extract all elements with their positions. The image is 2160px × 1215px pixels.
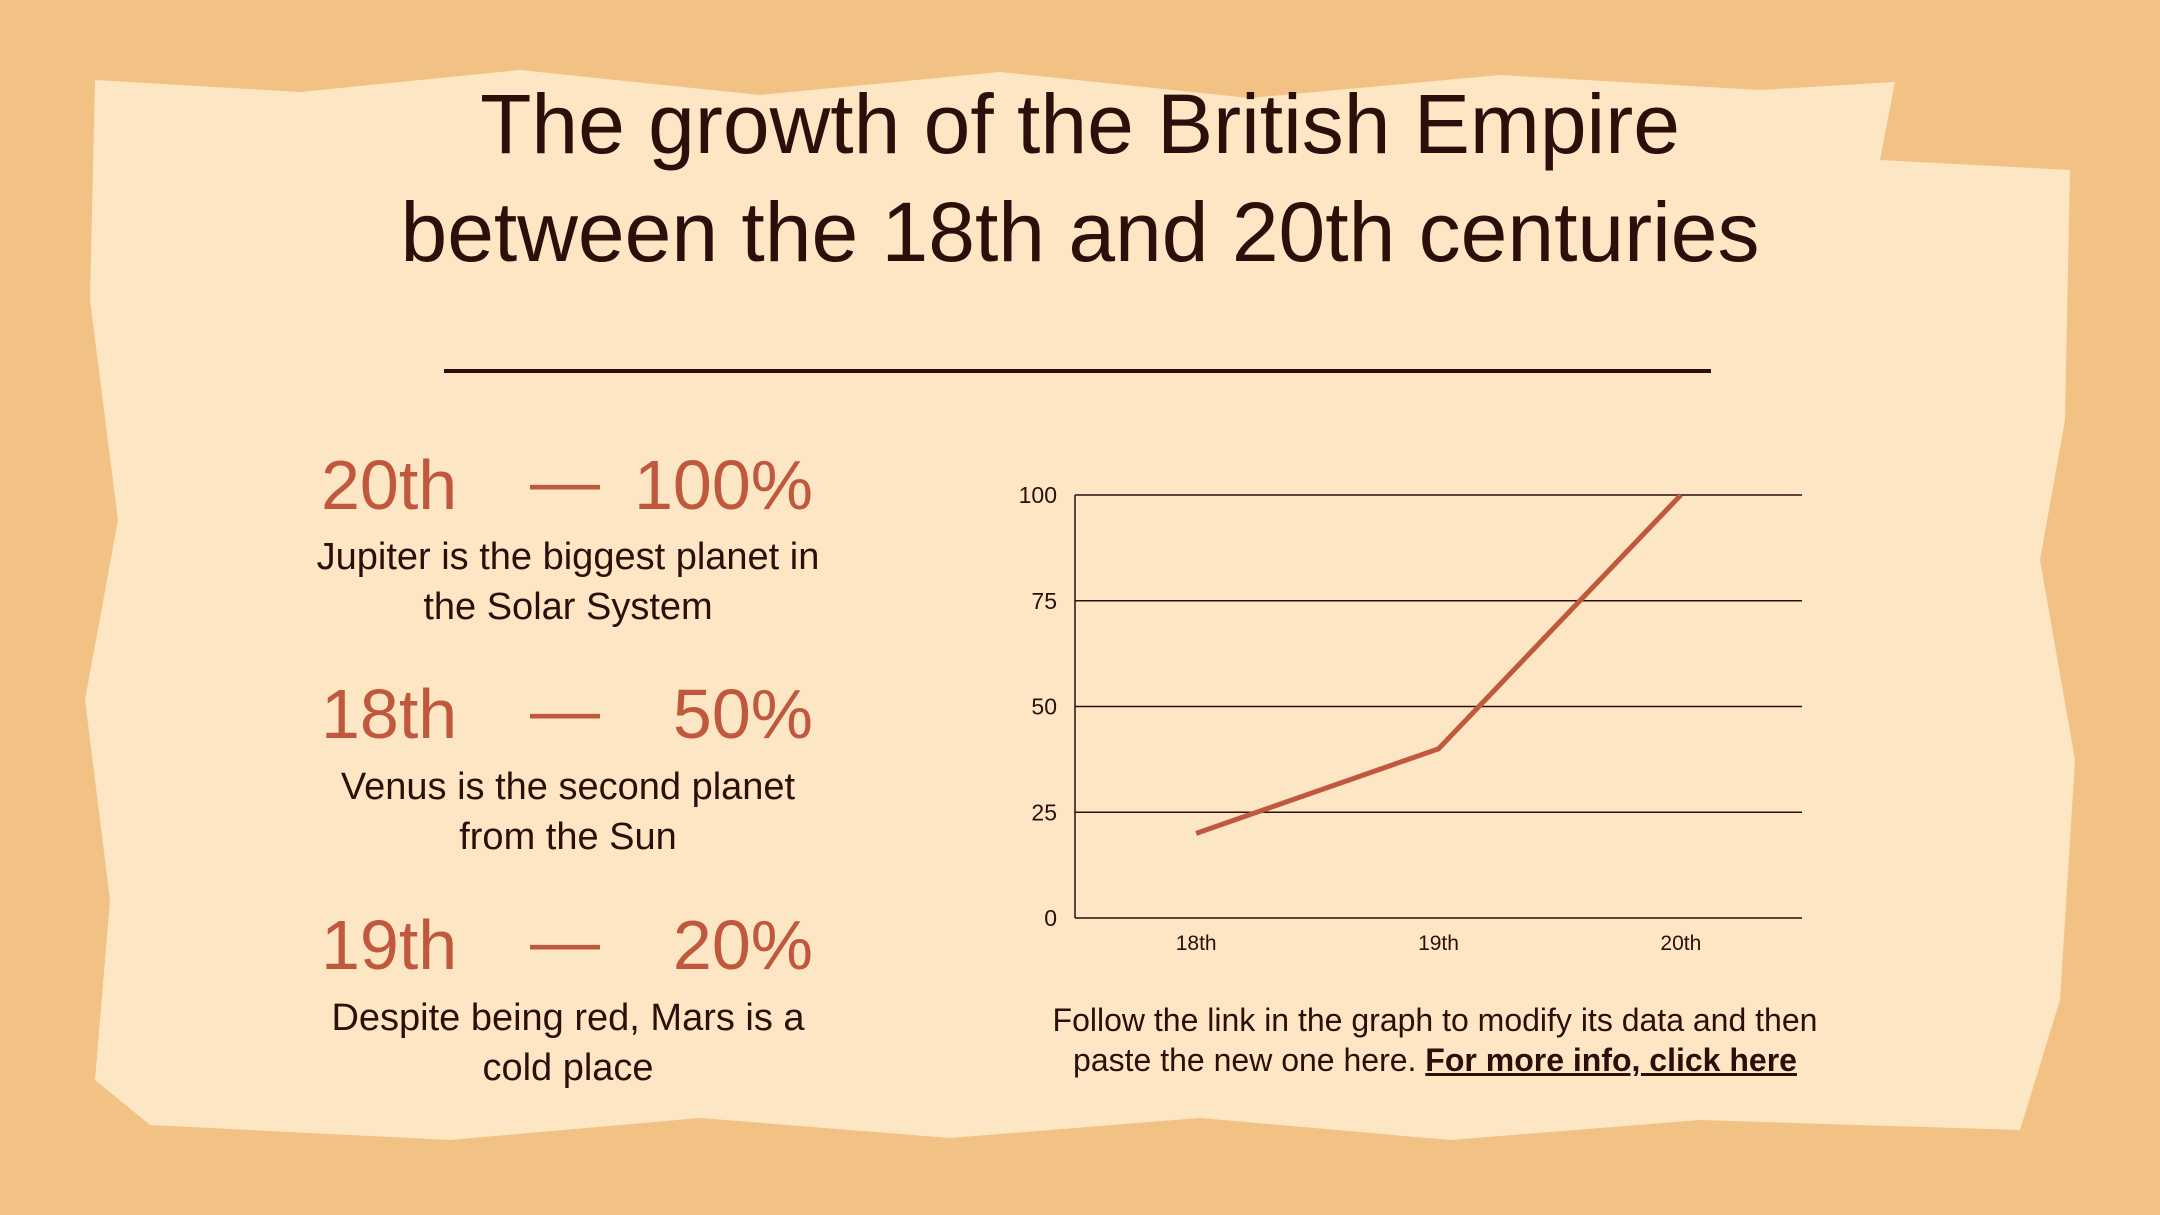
stat-label: 19th (321, 906, 458, 984)
info-link[interactable]: For more info, click here (1425, 1042, 1797, 1078)
stat-description: Despite being red, Mars is a cold place (331, 997, 805, 1089)
stat-label: 20th (321, 446, 458, 524)
x-tick-label: 18th (1176, 932, 1217, 955)
x-tick-label: 20th (1660, 932, 1701, 955)
y-tick-label: 25 (1031, 799, 1057, 825)
y-tick-label: 75 (1031, 588, 1057, 614)
stat-value: 100% (633, 446, 813, 524)
paper (85, 70, 2075, 1140)
stat-value: 20% (672, 906, 813, 984)
stat-dash: — (530, 902, 600, 980)
y-tick-label: 100 (1019, 482, 1057, 508)
stat-dash: — (530, 442, 600, 520)
note: Follow the link in the graph to modify i… (1020, 1000, 1850, 1080)
stat-label: 18th (321, 675, 458, 753)
note-text: Follow the link in the graph to modify i… (1052, 1002, 1818, 1078)
stat-description: Venus is the second planet from the Sun (340, 766, 796, 858)
x-tick-label: 19th (1418, 932, 1459, 955)
y-tick-label: 0 (1044, 905, 1057, 931)
stat-dash: — (530, 671, 600, 749)
line (1195, 493, 1683, 836)
stat-description: Jupiter is the biggest planet in the Sol… (316, 536, 820, 628)
title: The growth of the British Empire between… (400, 77, 1760, 279)
y-tick-label: 50 (1031, 694, 1057, 720)
stat-value: 50% (672, 675, 813, 753)
